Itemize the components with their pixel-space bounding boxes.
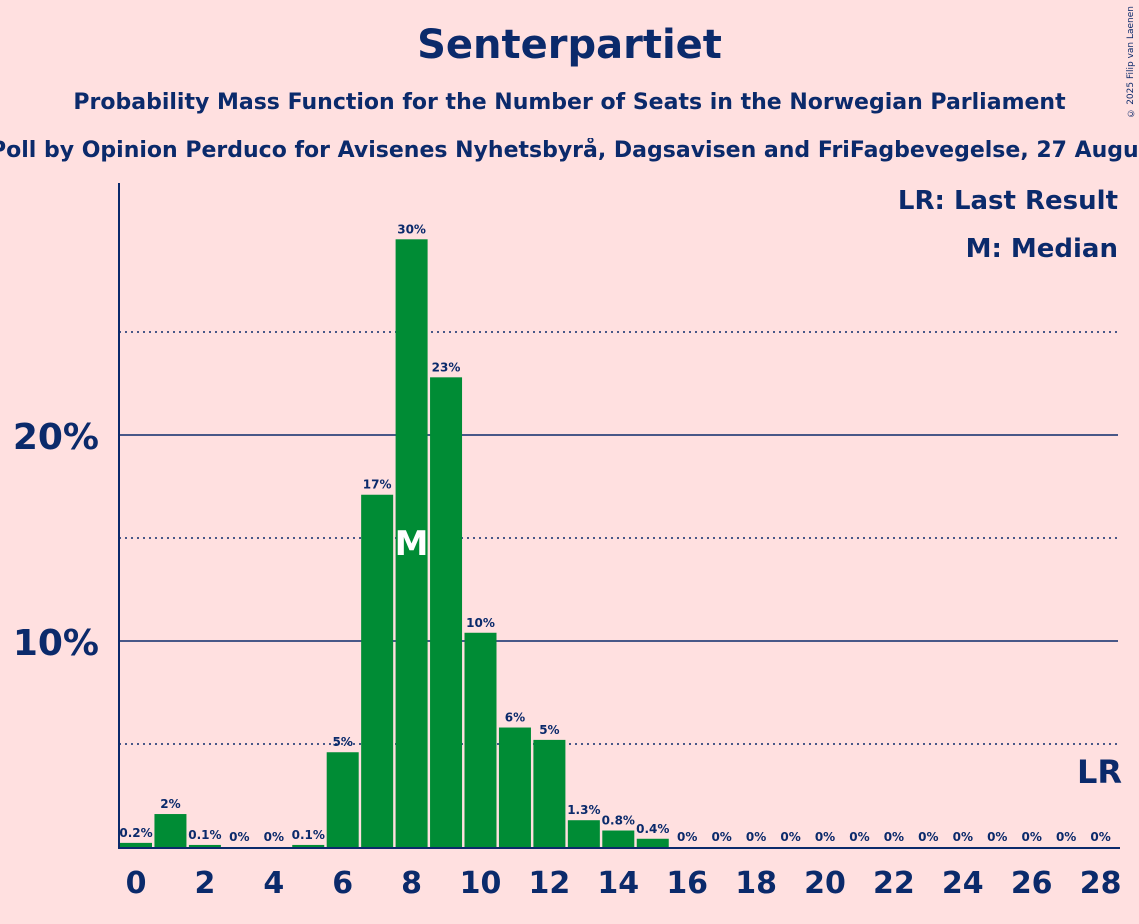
y-tick-label: 10% (13, 623, 99, 664)
data-label: 0% (746, 830, 766, 844)
bar (395, 239, 428, 848)
data-label: 6% (505, 711, 525, 725)
x-tick-label: 28 (1080, 866, 1122, 901)
x-tick-label: 8 (401, 866, 422, 901)
data-label: 0.1% (188, 828, 221, 842)
x-tick-label: 12 (529, 866, 571, 901)
data-label: 0.2% (119, 826, 152, 840)
x-tick-label: 22 (873, 866, 915, 901)
median-marker: M (395, 524, 429, 564)
x-tick-label: 0 (126, 866, 147, 901)
data-label: 0% (815, 830, 835, 844)
data-label: 0% (780, 830, 800, 844)
bar (464, 632, 497, 847)
data-label: 0.4% (636, 822, 669, 836)
data-label: 0.1% (292, 828, 325, 842)
data-label: 17% (363, 478, 392, 492)
x-tick-label: 2 (194, 866, 215, 901)
x-tick-label: 10 (460, 866, 502, 901)
bar (430, 377, 463, 847)
x-tick-label: 18 (735, 866, 777, 901)
legend-median: M: Median (966, 234, 1118, 264)
data-label: 0% (953, 830, 973, 844)
bar (636, 838, 669, 847)
data-label: 5% (333, 735, 353, 749)
data-label: 5% (539, 723, 559, 737)
data-label: 0% (1090, 830, 1110, 844)
data-label: 0% (918, 830, 938, 844)
data-label: 2% (160, 797, 180, 811)
y-tick-labels: 10% 20% (13, 417, 99, 664)
data-label: 0% (1022, 830, 1042, 844)
bar (154, 814, 187, 847)
data-label: 0% (229, 830, 249, 844)
legend-last-result: LR: Last Result (898, 186, 1118, 216)
x-tick-label: 20 (804, 866, 846, 901)
poll-source: Poll by Opinion Perduco for Avisenes Nyh… (0, 138, 1139, 163)
data-label: 0% (884, 830, 904, 844)
bar (326, 752, 359, 847)
x-tick-label: 4 (263, 866, 284, 901)
bar (533, 739, 566, 847)
data-label: 0% (677, 830, 697, 844)
bar (602, 830, 635, 847)
y-tick-label: 20% (13, 417, 99, 458)
data-label: 0% (987, 830, 1007, 844)
data-label: 23% (432, 360, 461, 374)
x-tick-labels: 0 2 4 6 8 10 12 14 16 18 20 22 24 26 28 (126, 866, 1122, 901)
x-tick-label: 6 (332, 866, 353, 901)
data-label: 1.3% (567, 803, 600, 817)
data-label: 0% (849, 830, 869, 844)
data-label: 10% (466, 616, 495, 630)
chart-title: Senterpartiet (417, 22, 722, 68)
bars (120, 239, 669, 848)
x-tick-label: 16 (666, 866, 708, 901)
data-labels: 0.2% 2% 0.1% 0% 0% 0.1% 5% 17% 30% M 23% 10% 6% 5% 1.3… (119, 222, 1110, 844)
bar (498, 727, 531, 847)
data-label: 30% (397, 222, 426, 236)
chart-subtitle: Probability Mass Function for the Number… (73, 90, 1066, 115)
x-tick-label: 26 (1011, 866, 1053, 901)
x-tick-label: 24 (942, 866, 984, 901)
data-label: 0% (711, 830, 731, 844)
bar (120, 842, 152, 847)
bar (292, 844, 325, 847)
gridlines (119, 331, 1118, 745)
last-result-marker: LR (1077, 753, 1122, 791)
bar (361, 494, 394, 847)
data-label: 0% (1056, 830, 1076, 844)
bar (188, 844, 221, 847)
bar (567, 820, 600, 847)
x-tick-label: 14 (597, 866, 639, 901)
data-label: 0% (264, 830, 284, 844)
data-label: 0.8% (602, 814, 635, 828)
